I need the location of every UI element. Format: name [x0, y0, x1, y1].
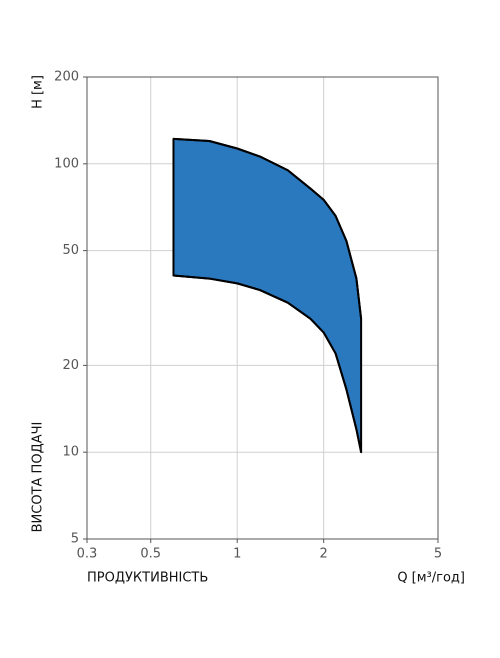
boundary-line — [173, 274, 363, 453]
y-tick-label: 20 — [62, 358, 79, 373]
y-tick-label: 50 — [62, 243, 79, 258]
y-tick-label: 100 — [54, 156, 79, 171]
y-tick-label: 10 — [62, 445, 79, 460]
range-fill — [172, 137, 363, 454]
y-axis-label: H [м] — [31, 75, 46, 109]
plot-frame — [86, 76, 439, 540]
y-axis-title: ВИСОТА ПОДАЧІ — [31, 422, 46, 533]
x-tick-label: 0.3 — [77, 547, 98, 562]
x-tick-label: 2 — [320, 547, 328, 562]
x-axis-label: Q [м³/год] — [397, 571, 465, 586]
x-axis-title: ПРОДУКТИВНІСТЬ — [87, 571, 208, 586]
y-tick-label: 200 — [54, 70, 79, 85]
x-tick-label: 5 — [434, 547, 442, 562]
x-tick-label: 1 — [233, 547, 241, 562]
boundary-line — [173, 137, 363, 319]
x-tick-label: 0.5 — [140, 547, 161, 562]
y-tick-label: 5 — [71, 532, 79, 547]
